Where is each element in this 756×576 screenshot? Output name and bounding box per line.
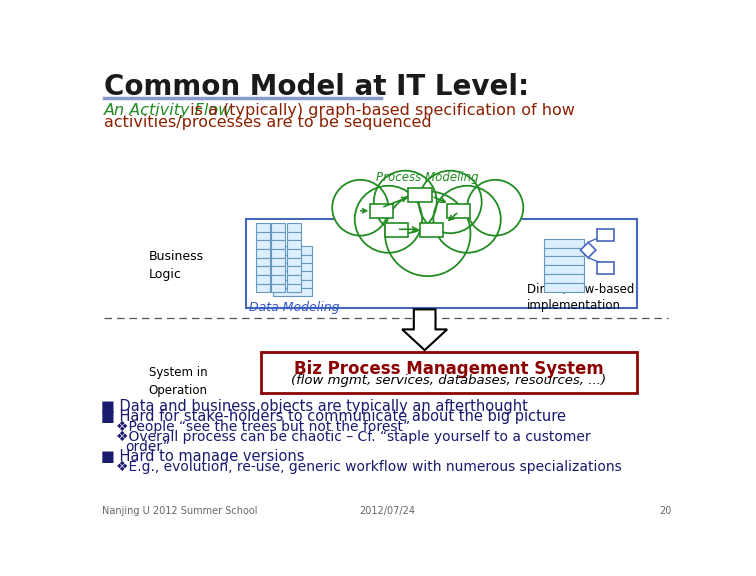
Text: Data Modeling: Data Modeling xyxy=(249,301,340,314)
Text: ❖People “see the trees but not the forest”: ❖People “see the trees but not the fores… xyxy=(116,420,411,434)
FancyBboxPatch shape xyxy=(447,204,470,218)
Text: order”: order” xyxy=(125,440,170,454)
FancyBboxPatch shape xyxy=(273,246,311,255)
FancyBboxPatch shape xyxy=(271,249,285,258)
FancyBboxPatch shape xyxy=(544,283,584,293)
Circle shape xyxy=(433,186,500,253)
FancyBboxPatch shape xyxy=(273,279,311,288)
FancyBboxPatch shape xyxy=(261,352,637,392)
FancyBboxPatch shape xyxy=(271,223,285,232)
Text: is a (typically) graph-based specification of how: is a (typically) graph-based specificati… xyxy=(185,103,575,118)
FancyBboxPatch shape xyxy=(256,258,270,267)
Text: (flow mgmt, services, databases, resources, ...): (flow mgmt, services, databases, resourc… xyxy=(292,374,606,387)
Text: ❖E.g., evolution, re-use, generic workflow with numerous specializations: ❖E.g., evolution, re-use, generic workfl… xyxy=(116,460,622,473)
FancyBboxPatch shape xyxy=(273,288,311,296)
FancyBboxPatch shape xyxy=(256,284,270,293)
Text: ❖Overall process can be chaotic – Cf. “staple yourself to a customer: ❖Overall process can be chaotic – Cf. “s… xyxy=(116,430,591,444)
FancyBboxPatch shape xyxy=(273,255,311,263)
FancyBboxPatch shape xyxy=(370,204,393,218)
FancyBboxPatch shape xyxy=(544,266,584,274)
FancyBboxPatch shape xyxy=(287,223,301,232)
Circle shape xyxy=(373,170,437,233)
Text: Common Model at IT Level:: Common Model at IT Level: xyxy=(104,73,529,101)
Text: Biz Process Management System: Biz Process Management System xyxy=(294,360,604,378)
FancyBboxPatch shape xyxy=(287,284,301,293)
Circle shape xyxy=(467,180,523,236)
Text: ■ Data and business objects are typically an afterthought: ■ Data and business objects are typicall… xyxy=(101,399,528,414)
Circle shape xyxy=(385,191,470,276)
FancyBboxPatch shape xyxy=(287,258,301,267)
Circle shape xyxy=(419,170,482,233)
Text: Nanjing U 2012 Summer School: Nanjing U 2012 Summer School xyxy=(102,506,258,517)
FancyBboxPatch shape xyxy=(256,240,270,249)
FancyBboxPatch shape xyxy=(273,263,311,271)
Circle shape xyxy=(332,180,389,236)
FancyBboxPatch shape xyxy=(287,232,301,240)
FancyBboxPatch shape xyxy=(256,275,270,284)
FancyBboxPatch shape xyxy=(420,223,443,237)
FancyBboxPatch shape xyxy=(271,275,285,284)
FancyBboxPatch shape xyxy=(596,262,614,274)
Text: 20: 20 xyxy=(659,506,672,517)
Text: activities/processes are to be sequenced: activities/processes are to be sequenced xyxy=(104,115,432,130)
FancyBboxPatch shape xyxy=(256,223,270,232)
FancyBboxPatch shape xyxy=(271,267,285,275)
Polygon shape xyxy=(581,242,596,258)
FancyBboxPatch shape xyxy=(271,284,285,293)
FancyBboxPatch shape xyxy=(287,240,301,249)
FancyBboxPatch shape xyxy=(544,248,584,256)
FancyBboxPatch shape xyxy=(287,249,301,258)
Text: An Activity Flow: An Activity Flow xyxy=(104,103,232,118)
FancyBboxPatch shape xyxy=(544,256,584,266)
FancyBboxPatch shape xyxy=(256,249,270,258)
FancyBboxPatch shape xyxy=(287,267,301,275)
FancyBboxPatch shape xyxy=(256,267,270,275)
FancyBboxPatch shape xyxy=(271,258,285,267)
Polygon shape xyxy=(402,309,447,350)
Text: Direct, flow-based
implementation: Direct, flow-based implementation xyxy=(527,283,634,312)
FancyBboxPatch shape xyxy=(544,238,584,248)
FancyBboxPatch shape xyxy=(408,188,432,202)
Text: Process Modeling: Process Modeling xyxy=(376,170,479,184)
Text: System in
Operation: System in Operation xyxy=(149,366,208,396)
FancyBboxPatch shape xyxy=(271,232,285,240)
FancyBboxPatch shape xyxy=(271,240,285,249)
FancyBboxPatch shape xyxy=(256,232,270,240)
FancyBboxPatch shape xyxy=(287,275,301,284)
FancyBboxPatch shape xyxy=(246,219,637,308)
Circle shape xyxy=(355,186,422,253)
Text: ■ Hard for stake-holders to communicate about the big picture: ■ Hard for stake-holders to communicate … xyxy=(101,410,565,425)
Text: 2012/07/24: 2012/07/24 xyxy=(359,506,416,517)
Text: Business
Logic: Business Logic xyxy=(149,250,204,281)
FancyBboxPatch shape xyxy=(273,271,311,279)
FancyBboxPatch shape xyxy=(596,229,614,241)
FancyBboxPatch shape xyxy=(385,223,408,237)
Text: ■ Hard to manage versions: ■ Hard to manage versions xyxy=(101,449,304,464)
FancyBboxPatch shape xyxy=(544,274,584,283)
